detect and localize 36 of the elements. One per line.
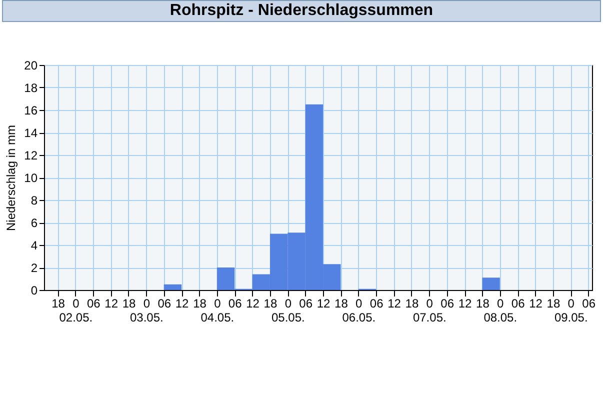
x-tick-label: 06 [582,296,596,310]
chart-title: Rohrspitz - Niederschlagssummen [2,0,601,22]
y-tick-label: 14 [24,126,38,140]
x-tick-label: 18 [476,296,490,310]
x-tick-label: 12 [529,296,543,310]
y-tick-label: 18 [24,81,38,95]
x-tick-label: 18 [405,296,419,310]
y-tick-label: 8 [30,194,38,208]
x-tick-label: 18 [193,296,207,310]
x-tick-label: 06 [299,296,313,310]
y-axis-title: Niederschlag in mm [4,124,18,232]
x-tick-label: 12 [104,296,118,310]
x-tick-label: 12 [388,296,402,310]
x-tick-label: 06 [86,296,101,310]
x-tick-label: 12 [458,296,472,310]
x-tick-label: 12 [246,296,260,310]
x-tick-label: 06 [511,296,526,310]
x-tick-label: 12 [316,296,331,310]
x-tick-label: 18 [52,296,66,310]
y-tick-label: 12 [24,148,38,162]
y-tick-label: 0 [30,284,38,298]
x-tick-label: 06 [440,296,454,310]
x-tick-label: 12 [175,296,190,310]
x-tick-label: 18 [122,296,136,310]
y-tick-label: 10 [24,171,38,185]
y-tick-label: 20 [24,58,38,72]
x-tick-label: 06 [228,296,242,310]
x-tick-label: 18 [334,296,348,310]
y-tick-label: 4 [30,238,38,252]
y-tick-label: 2 [30,261,38,275]
y-tick-label: 16 [24,104,38,118]
x-tick-label: 06 [370,296,384,310]
x-tick-label: 18 [264,296,278,310]
x-tick-label: 06 [158,296,172,310]
y-tick-label: 6 [30,216,38,230]
x-tick-label: 18 [546,296,560,310]
